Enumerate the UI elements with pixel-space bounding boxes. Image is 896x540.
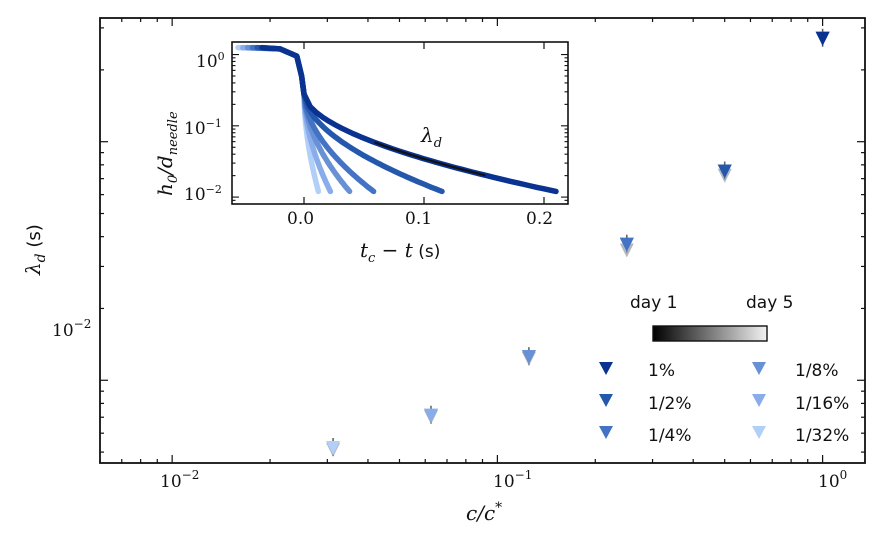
legend-marker-6 (752, 426, 766, 439)
data-point-3 (619, 237, 634, 252)
legend-marker-4 (752, 362, 766, 375)
x-tick-label-3: 100 (818, 468, 847, 492)
legend-marker-5 (752, 394, 766, 407)
inset-x-tick-label-1: 0.0 (287, 209, 314, 229)
legend-item-6: 1/32% (752, 426, 849, 446)
x-tick-label-1: 10−2 (160, 468, 199, 492)
legend-marker-3 (599, 426, 613, 439)
data-point-6 (326, 441, 341, 456)
data-point-1 (815, 31, 830, 46)
inset-y-tick-label-3: 10−2 (184, 183, 222, 205)
inset-fit-line (374, 141, 486, 177)
inset-lambda-annotation: λd (420, 123, 442, 151)
inset-y-axis-label: h0/dneedle (153, 111, 181, 196)
main-axis-ticks (99, 18, 865, 463)
legend-item-3: 1/4% (599, 426, 692, 446)
legend-item-2: 1/2% (599, 394, 692, 414)
main-data-markers (326, 28, 830, 458)
legend-item-5: 1/16% (752, 394, 849, 414)
inset-curve-2 (254, 44, 445, 195)
data-point-2 (717, 164, 732, 179)
legend-marker-1 (599, 362, 613, 375)
inset-y-tick-label-2: 10−1 (184, 117, 222, 139)
colorbar-left-label: day 1 (630, 293, 678, 313)
colorbar (652, 325, 768, 342)
inset-x-tick-label-2: 0.1 (405, 209, 432, 229)
y-axis-label: λd (s) (21, 224, 49, 276)
colorbar-right-label: day 5 (746, 293, 794, 313)
inset-curve-3 (249, 44, 377, 195)
x-axis-label: c/c* (466, 500, 502, 525)
inset-plot-frame (231, 41, 569, 205)
inset-axis-ticks (232, 42, 568, 205)
inset-x-axis-label: tc − t (s) (360, 238, 440, 266)
inset-x-tick-label-3: 0.2 (526, 209, 553, 229)
legend-label-4: 1/8% (795, 361, 839, 381)
legend: 1% 1/2% 1/4% 1/8% 1/16% 1/32% (599, 361, 849, 446)
x-tick-label-2: 10−1 (493, 468, 532, 492)
legend-label-3: 1/4% (648, 426, 692, 446)
inset-curves (235, 44, 559, 195)
legend-label-6: 1/32% (795, 426, 849, 446)
legend-label-5: 1/16% (795, 394, 849, 414)
legend-marker-2 (599, 394, 613, 407)
data-point-4 (521, 350, 536, 365)
legend-item-4: 1/8% (752, 361, 839, 381)
legend-item-1: 1% (599, 361, 675, 381)
y-tick-label-1: 10−2 (52, 317, 91, 341)
legend-label-2: 1/2% (648, 394, 692, 414)
inset-y-tick-label-1: 100 (196, 50, 225, 72)
data-point-5 (423, 408, 438, 423)
legend-label-1: 1% (648, 361, 675, 381)
